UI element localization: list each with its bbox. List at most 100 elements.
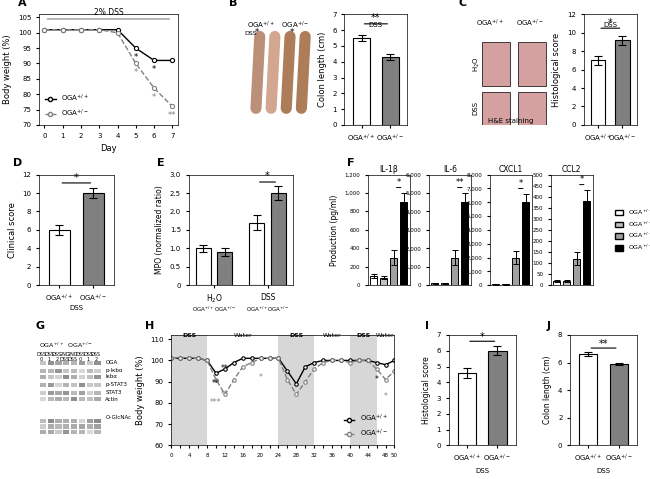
Text: F: F: [347, 158, 354, 168]
Bar: [94, 419, 101, 423]
Bar: [79, 430, 85, 434]
Text: OGA$^{+/+}$  OGA$^{+/-}$: OGA$^{+/+}$ OGA$^{+/-}$: [39, 341, 94, 350]
Text: *: *: [480, 331, 485, 342]
Bar: [441, 284, 448, 285]
Bar: [71, 419, 77, 423]
Text: OGA$^{+/-}$: OGA$^{+/-}$: [516, 18, 545, 29]
Bar: [63, 375, 70, 379]
Bar: [79, 424, 85, 429]
Bar: [71, 369, 77, 373]
Bar: [482, 92, 510, 136]
Bar: [40, 430, 46, 434]
Bar: [94, 430, 101, 434]
Y-axis label: MPO (normalized ratio): MPO (normalized ratio): [155, 185, 164, 274]
Bar: [47, 383, 54, 387]
Text: Water: Water: [233, 333, 252, 338]
Bar: [79, 391, 85, 395]
Text: **: **: [221, 389, 229, 399]
Bar: [40, 383, 46, 387]
Bar: [207, 335, 278, 445]
Bar: [353, 38, 370, 125]
Text: J: J: [547, 321, 551, 331]
Text: C: C: [458, 0, 467, 8]
Text: H&E staining: H&E staining: [488, 118, 533, 124]
Bar: [55, 383, 62, 387]
Bar: [400, 202, 407, 285]
Bar: [83, 193, 103, 285]
Bar: [94, 361, 101, 365]
Bar: [40, 369, 46, 373]
Text: *: *: [374, 375, 378, 384]
Text: G: G: [35, 321, 44, 331]
Text: DSS
1: DSS 1: [44, 352, 54, 362]
Text: **: **: [212, 379, 220, 388]
Bar: [94, 375, 101, 379]
Bar: [314, 335, 350, 445]
Text: *: *: [580, 175, 584, 184]
Bar: [451, 258, 458, 285]
Bar: [488, 351, 506, 445]
Text: 2ND
DSS: 2ND DSS: [59, 352, 70, 362]
Text: DSS: DSS: [597, 468, 610, 474]
Bar: [63, 398, 70, 401]
Bar: [63, 430, 70, 434]
Text: OGA: OGA: [105, 360, 118, 365]
Y-axis label: Clinical score: Clinical score: [8, 202, 17, 258]
Bar: [86, 375, 93, 379]
Text: *: *: [74, 172, 79, 182]
Text: OGA$^{+/+}$   OGA$^{+/-}$: OGA$^{+/+}$ OGA$^{+/-}$: [248, 20, 310, 31]
Bar: [380, 278, 387, 285]
Bar: [462, 202, 468, 285]
Text: Iκbα: Iκbα: [105, 375, 118, 379]
Bar: [94, 424, 101, 429]
Title: IL-6: IL-6: [443, 165, 457, 174]
Y-axis label: Production (pg/ml): Production (pg/ml): [330, 194, 339, 266]
Bar: [610, 364, 628, 445]
Text: **: **: [371, 13, 381, 23]
Bar: [376, 335, 395, 445]
Bar: [350, 335, 376, 445]
Y-axis label: Histological score: Histological score: [422, 356, 431, 424]
Text: *: *: [259, 373, 263, 382]
Text: Actin: Actin: [105, 397, 119, 401]
Text: H: H: [145, 321, 154, 331]
Bar: [458, 373, 476, 445]
Bar: [79, 375, 85, 379]
Y-axis label: Body weight (%): Body weight (%): [136, 355, 145, 425]
Text: H$_2$O: H$_2$O: [472, 56, 482, 72]
Bar: [86, 398, 93, 401]
Bar: [573, 259, 580, 285]
Text: DSS: DSS: [475, 468, 489, 474]
Bar: [47, 369, 54, 373]
Bar: [86, 369, 93, 373]
Text: DSS
2: DSS 2: [52, 352, 62, 362]
Bar: [382, 57, 399, 125]
Text: *: *: [608, 18, 613, 28]
Text: DSS: DSS: [70, 305, 83, 311]
Text: *: *: [134, 68, 138, 77]
Text: *: *: [265, 171, 270, 181]
X-axis label: Day: Day: [100, 144, 117, 153]
Text: D: D: [13, 158, 22, 168]
Legend: OGA$^{+/+}$, OGA$^{+/-}$, OGA$^{+/+}$ DSS, OGA$^{+/-}$ DSS: OGA$^{+/+}$, OGA$^{+/-}$, OGA$^{+/+}$ DS…: [615, 207, 650, 252]
Bar: [370, 276, 378, 285]
Text: DSS
0: DSS 0: [36, 352, 46, 362]
Bar: [270, 193, 285, 285]
Text: 2ND
DSS: 2ND DSS: [67, 352, 78, 362]
Y-axis label: Histological score: Histological score: [552, 33, 562, 107]
Bar: [71, 383, 77, 387]
Text: DSS: DSS: [472, 102, 478, 115]
Bar: [86, 430, 93, 434]
Y-axis label: Body weight (%): Body weight (%): [3, 35, 12, 104]
Text: **: **: [456, 178, 464, 187]
Bar: [94, 369, 101, 373]
Text: *: *: [384, 392, 387, 401]
Bar: [47, 430, 54, 434]
Bar: [47, 398, 54, 401]
Text: 2% DSS: 2% DSS: [94, 9, 124, 17]
Bar: [63, 424, 70, 429]
Text: **: **: [599, 339, 608, 349]
Text: **: **: [221, 364, 229, 373]
Title: CCL2: CCL2: [562, 165, 582, 174]
Y-axis label: Colon length (cm): Colon length (cm): [318, 32, 326, 107]
